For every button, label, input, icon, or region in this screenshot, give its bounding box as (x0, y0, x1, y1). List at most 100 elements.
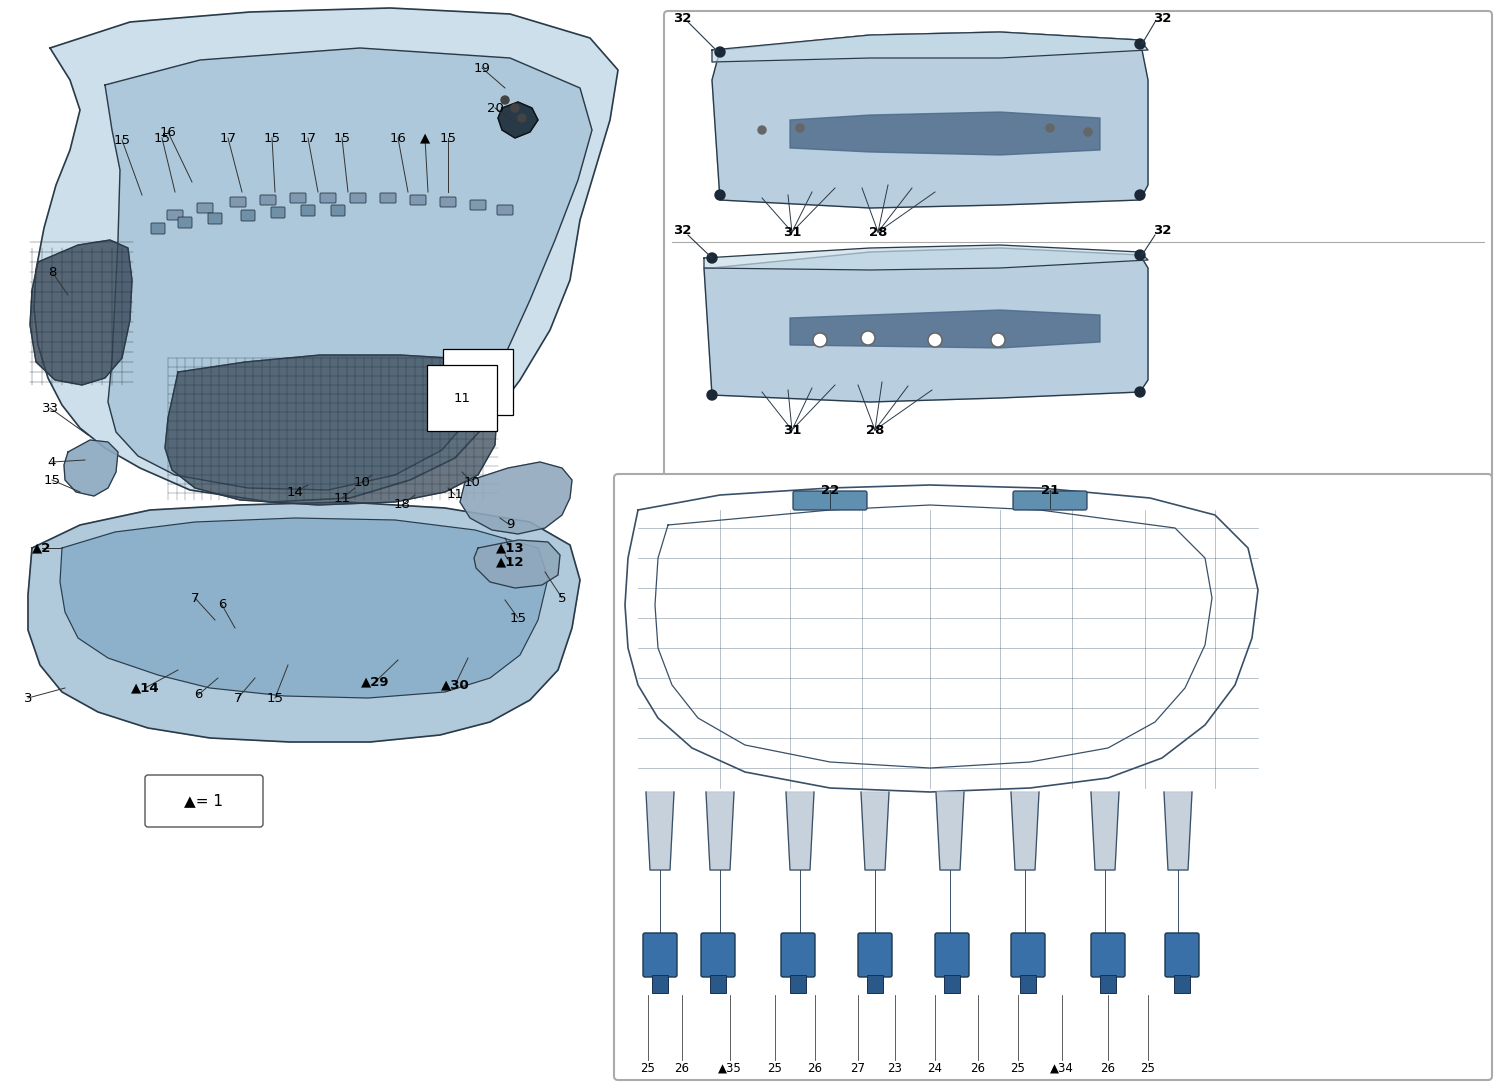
Circle shape (928, 333, 942, 347)
Text: ▲35: ▲35 (718, 1062, 742, 1075)
FancyBboxPatch shape (1013, 491, 1088, 510)
Bar (1100, 975, 1116, 993)
Circle shape (706, 390, 717, 400)
Polygon shape (34, 8, 618, 502)
Polygon shape (105, 48, 592, 490)
Text: 25: 25 (640, 1062, 656, 1075)
FancyBboxPatch shape (1011, 933, 1046, 977)
Text: 14: 14 (286, 486, 303, 499)
Text: 15: 15 (333, 132, 351, 145)
FancyBboxPatch shape (146, 775, 262, 827)
Text: 3: 3 (24, 692, 33, 705)
Text: 27: 27 (850, 1062, 865, 1075)
Polygon shape (712, 32, 1148, 208)
FancyBboxPatch shape (440, 197, 456, 207)
Text: 21: 21 (1041, 484, 1059, 497)
Text: 7: 7 (190, 591, 200, 604)
Text: 6: 6 (217, 599, 226, 612)
FancyBboxPatch shape (302, 205, 315, 216)
Circle shape (1136, 387, 1144, 397)
FancyBboxPatch shape (782, 933, 814, 977)
Polygon shape (474, 540, 560, 588)
Text: 16: 16 (390, 132, 406, 145)
Bar (867, 975, 883, 993)
Text: 17: 17 (219, 132, 237, 145)
Text: 8: 8 (48, 266, 56, 279)
Bar (1020, 975, 1036, 993)
Text: ▲= 1: ▲= 1 (184, 794, 224, 808)
Circle shape (716, 47, 724, 57)
FancyBboxPatch shape (794, 491, 867, 510)
Text: 31: 31 (783, 225, 801, 238)
Text: 11: 11 (447, 489, 464, 502)
Text: 23: 23 (888, 1062, 903, 1075)
Text: 32: 32 (674, 12, 692, 24)
Polygon shape (646, 792, 674, 870)
FancyBboxPatch shape (380, 193, 396, 203)
Circle shape (1136, 250, 1144, 260)
FancyBboxPatch shape (1166, 933, 1198, 977)
Text: 32: 32 (1154, 12, 1172, 24)
Text: 32: 32 (674, 223, 692, 236)
FancyBboxPatch shape (242, 210, 255, 221)
FancyBboxPatch shape (664, 11, 1492, 479)
Circle shape (992, 333, 1005, 347)
Text: 18: 18 (393, 499, 411, 512)
Text: 24: 24 (927, 1062, 942, 1075)
Polygon shape (1164, 792, 1192, 870)
Circle shape (796, 124, 804, 132)
Text: ▲13: ▲13 (495, 541, 525, 554)
Text: 7: 7 (234, 692, 243, 705)
FancyBboxPatch shape (644, 933, 676, 977)
FancyBboxPatch shape (332, 205, 345, 216)
FancyBboxPatch shape (209, 213, 222, 224)
Circle shape (1136, 39, 1144, 49)
Polygon shape (1011, 792, 1040, 870)
Bar (652, 975, 668, 993)
Text: 33: 33 (42, 402, 58, 415)
Polygon shape (936, 792, 964, 870)
Text: 22: 22 (821, 484, 839, 497)
Text: 11: 11 (333, 491, 351, 504)
Text: 10: 10 (470, 376, 486, 389)
Circle shape (512, 105, 519, 112)
Circle shape (861, 331, 874, 345)
FancyBboxPatch shape (152, 223, 165, 234)
Text: 15: 15 (114, 134, 130, 147)
Text: 16: 16 (159, 125, 177, 138)
Text: 10: 10 (354, 476, 370, 489)
Text: 25: 25 (1011, 1062, 1026, 1075)
Polygon shape (861, 792, 889, 870)
Polygon shape (30, 240, 132, 386)
Text: 6: 6 (194, 688, 202, 701)
Text: 10: 10 (464, 476, 480, 489)
Polygon shape (498, 102, 538, 138)
Polygon shape (786, 792, 814, 870)
FancyBboxPatch shape (350, 193, 366, 203)
Text: 11: 11 (453, 392, 471, 404)
Text: 25: 25 (1140, 1062, 1155, 1075)
FancyBboxPatch shape (230, 197, 246, 207)
FancyBboxPatch shape (1090, 933, 1125, 977)
Text: ▲: ▲ (420, 132, 430, 145)
Text: 5: 5 (558, 591, 567, 604)
Text: 15: 15 (264, 132, 280, 145)
Text: ▲30: ▲30 (441, 678, 470, 692)
Text: 20: 20 (486, 101, 504, 114)
Text: 26: 26 (970, 1062, 986, 1075)
FancyBboxPatch shape (166, 210, 183, 220)
Polygon shape (706, 792, 734, 870)
Polygon shape (790, 112, 1100, 155)
Text: 17: 17 (300, 132, 316, 145)
Bar (1174, 975, 1190, 993)
Text: 4: 4 (48, 455, 56, 468)
FancyBboxPatch shape (614, 474, 1492, 1080)
Polygon shape (60, 518, 548, 698)
Text: 9: 9 (506, 518, 515, 531)
Circle shape (1084, 129, 1092, 136)
Polygon shape (28, 502, 580, 742)
FancyBboxPatch shape (196, 203, 213, 213)
Text: 26: 26 (807, 1062, 822, 1075)
Text: 15: 15 (510, 612, 526, 624)
FancyBboxPatch shape (496, 205, 513, 215)
